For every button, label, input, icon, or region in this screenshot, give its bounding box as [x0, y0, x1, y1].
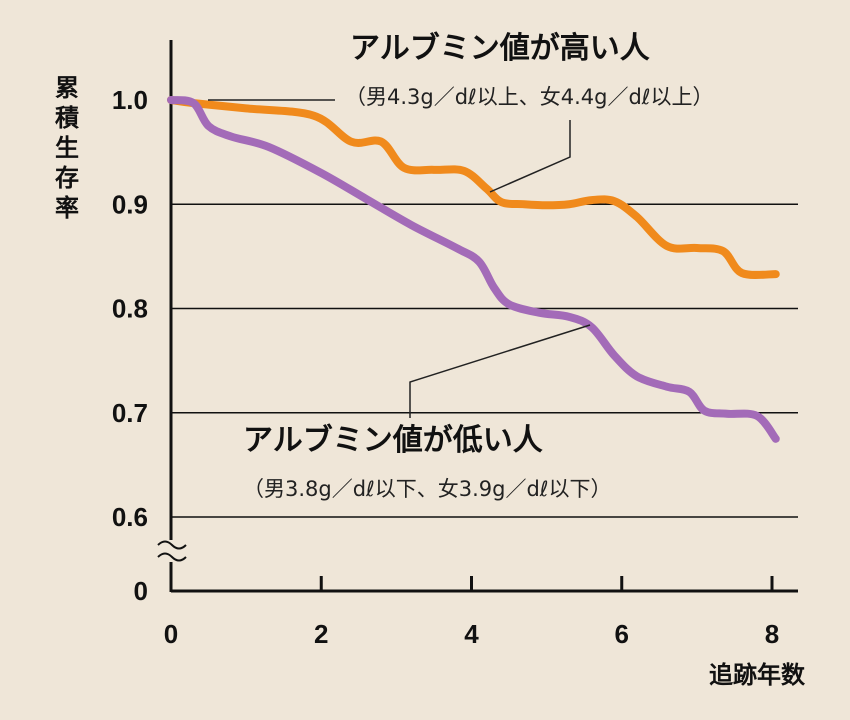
leader-line-high	[489, 120, 571, 193]
y-tick-label: 0.7	[112, 398, 148, 428]
y-axis-title-char: 存	[55, 164, 79, 192]
series-line-low-albumin	[167, 96, 780, 443]
annotations: アルブミン値が高い人 （男4.3g／dℓ以上、女4.4g／dℓ以上） アルブミン…	[208, 31, 713, 501]
series-low-label: アルブミン値が低い人	[243, 423, 543, 458]
x-tick-label: 6	[615, 619, 629, 649]
y-tick-label: 0.6	[112, 502, 148, 532]
tick-labels: 0 1.0 0.9 0.8 0.7 0.6 0 2 4 6 8	[112, 85, 779, 649]
x-axis-title: 追跡年数	[709, 661, 806, 689]
x-tick-label: 2	[314, 619, 328, 649]
axis-break-mark	[157, 540, 187, 562]
series-line-high-albumin	[167, 96, 780, 280]
y-tick-label: 0.9	[112, 189, 148, 219]
series-high-subtitle: （男4.3g／dℓ以上、女4.4g／dℓ以上）	[345, 85, 713, 109]
series-low-subtitle: （男3.8g／dℓ以下、女3.9g／dℓ以下）	[243, 477, 611, 501]
y-axis-title-char: 率	[55, 194, 79, 222]
y-axis-title-char: 累	[55, 74, 79, 102]
y-tick-label: 1.0	[112, 85, 148, 115]
x-tick-label: 8	[765, 619, 779, 649]
series-high-label: アルブミン値が高い人	[350, 31, 650, 66]
y-origin-label: 0	[134, 576, 148, 606]
y-tick-label: 0.8	[112, 294, 148, 324]
x-tick-label: 0	[164, 619, 178, 649]
series-lines	[167, 96, 780, 443]
y-axis-title-char: 積	[55, 104, 79, 132]
gridlines	[171, 203, 798, 518]
y-axis-title-char: 生	[55, 134, 79, 162]
leader-line-low	[409, 324, 591, 418]
x-tick-label: 4	[464, 619, 479, 649]
